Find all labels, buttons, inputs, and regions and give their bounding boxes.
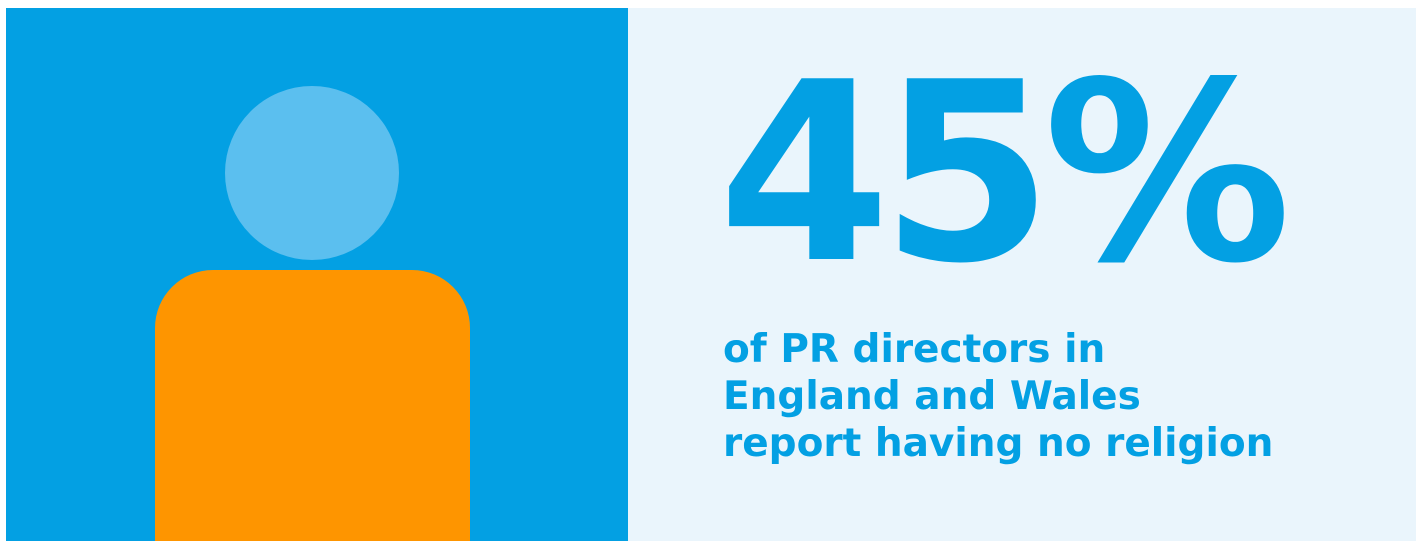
caption-line-2: England and Wales [723, 374, 1141, 419]
caption-line-1: of PR directors in [723, 327, 1106, 372]
statistic-caption: of PR directors in England and Wales rep… [723, 326, 1403, 467]
person-illustration-panel [6, 8, 628, 541]
infographic-card: 45% of PR directors in England and Wales… [6, 8, 1416, 541]
statistic-value: 45% [718, 30, 1292, 318]
person-head [225, 86, 399, 260]
caption-line-3: report having no religion [723, 421, 1274, 466]
statistic-panel: 45% of PR directors in England and Wales… [628, 8, 1416, 541]
person-body [155, 270, 470, 541]
